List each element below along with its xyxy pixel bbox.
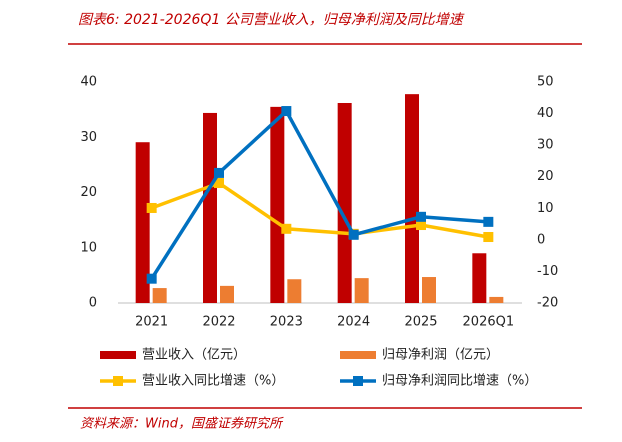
y-tick-label: 30 [80, 130, 97, 145]
y2-tick-label: 40 [537, 106, 554, 121]
bar [337, 102, 352, 304]
marker [146, 202, 157, 213]
marker [483, 216, 494, 227]
bar [220, 285, 234, 303]
legend-label: 归母净利润（亿元） [382, 348, 499, 363]
y-tick-label: 10 [80, 240, 97, 255]
bar [203, 112, 217, 303]
marker [348, 229, 359, 240]
x-tick-label: 2021 [135, 315, 168, 330]
bar [270, 106, 285, 303]
y2-tick-label: 10 [537, 201, 554, 216]
x-tick-label: 2023 [270, 315, 303, 330]
x-tick-label: 2024 [337, 315, 370, 330]
bar [135, 142, 150, 303]
x-tick-label: 2025 [404, 315, 437, 330]
legend-label: 营业收入（亿元） [142, 348, 246, 363]
chart-title: 图表6: 2021-2026Q1 公司营业收入，归母净利润及同比增速 [78, 12, 465, 28]
legend-swatch [340, 351, 376, 359]
marker [281, 106, 292, 117]
line [151, 181, 489, 239]
source: 资料来源：Wind，国盛证券研究所 [80, 416, 284, 432]
bar [287, 279, 302, 303]
legend-swatch [100, 351, 136, 359]
legend-swatch [113, 376, 123, 386]
marker [416, 211, 426, 222]
marker [214, 178, 224, 189]
y-tick-label: 20 [80, 185, 97, 200]
y-tick-label: 0 [89, 296, 97, 311]
y2-tick-label: 20 [537, 169, 554, 184]
bar [354, 278, 369, 303]
x-tick-label: 2022 [202, 315, 235, 330]
marker [281, 223, 292, 234]
legend-swatch [353, 376, 363, 386]
y2-tick-label: -20 [537, 296, 558, 311]
marker [146, 273, 157, 284]
y2-tick-label: 50 [537, 75, 554, 90]
bar [422, 277, 436, 303]
marker [483, 232, 494, 243]
bar [405, 94, 419, 303]
y2-tick-label: -10 [537, 264, 558, 279]
x-tick-label: 2026Q1 [463, 315, 515, 330]
marker [416, 220, 426, 231]
line [150, 108, 489, 280]
legend-label: 营业收入同比增速（%） [142, 374, 284, 389]
legend-label: 归母净利润同比增速（%） [382, 374, 537, 389]
y2-tick-label: 30 [537, 138, 554, 153]
bar [152, 288, 167, 303]
y2-tick-label: 0 [537, 232, 545, 247]
marker [214, 167, 224, 178]
bar [489, 296, 504, 303]
bar [472, 253, 487, 303]
y-tick-label: 40 [80, 75, 97, 90]
